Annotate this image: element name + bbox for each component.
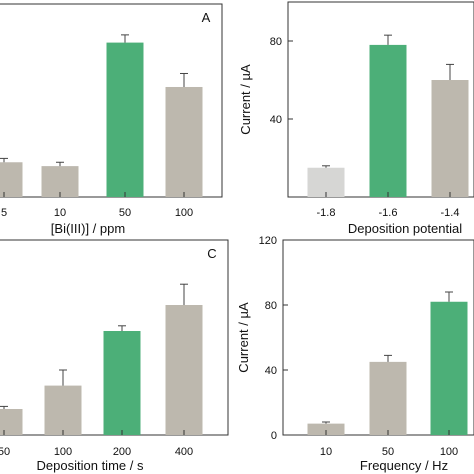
x-tick-label: -1.6 — [379, 207, 398, 219]
x-axis-label: Deposition time / s — [37, 458, 144, 473]
y-tick-label: 0 — [271, 430, 277, 442]
x-tick-label: 50 — [119, 207, 131, 219]
x-tick-label: 50 — [382, 446, 394, 458]
bar — [41, 166, 79, 197]
bar — [307, 423, 345, 435]
panel-b-chart: 40 80 -1.8 -1.6 -1.4 Deposition potential Curr… — [238, 1, 474, 236]
bar — [369, 44, 407, 198]
x-tick-label: 50 — [0, 446, 10, 458]
bar — [430, 301, 468, 435]
x-axis-label: Deposition potential — [348, 221, 462, 236]
x-tick-label: 5 — [1, 207, 7, 219]
y-tick-label: 80 — [270, 36, 282, 48]
y-tick-label: 40 — [265, 365, 277, 377]
bar — [165, 86, 203, 197]
bar — [103, 331, 141, 435]
x-tick-label: 200 — [113, 446, 131, 458]
x-tick-label: 100 — [54, 446, 72, 458]
panel-label: A — [202, 10, 211, 25]
x-axis-label: [Bi(III)] / ppm — [51, 221, 125, 236]
panel-a-chart: 5 10 50 100 [Bi(III)] / ppm A — [0, 3, 223, 236]
bar — [369, 361, 407, 435]
x-tick-label: 10 — [54, 207, 66, 219]
y-tick-label: 40 — [270, 114, 282, 126]
x-tick-label: 100 — [175, 207, 193, 219]
bar — [0, 409, 23, 435]
x-tick-label: 400 — [175, 446, 193, 458]
bar — [44, 385, 82, 435]
x-tick-label: -1.8 — [317, 207, 336, 219]
x-tick-label: 10 — [320, 446, 332, 458]
y-axis-label: Current / µA — [238, 64, 253, 135]
panel-c-chart: 50 100 200 400 Deposition time / s C — [0, 239, 229, 473]
x-axis-label: Frequency / Hz — [360, 458, 448, 473]
bar — [106, 42, 144, 197]
bar — [0, 162, 23, 197]
y-tick-label: 80 — [265, 300, 277, 312]
bar — [431, 80, 469, 197]
y-tick-label: 120 — [259, 235, 277, 247]
panel-label: C — [207, 246, 216, 261]
x-tick-label: -1.4 — [441, 207, 460, 219]
x-tick-label: 100 — [440, 446, 458, 458]
y-axis-label: Current / µA — [236, 302, 251, 373]
bar — [165, 305, 203, 435]
